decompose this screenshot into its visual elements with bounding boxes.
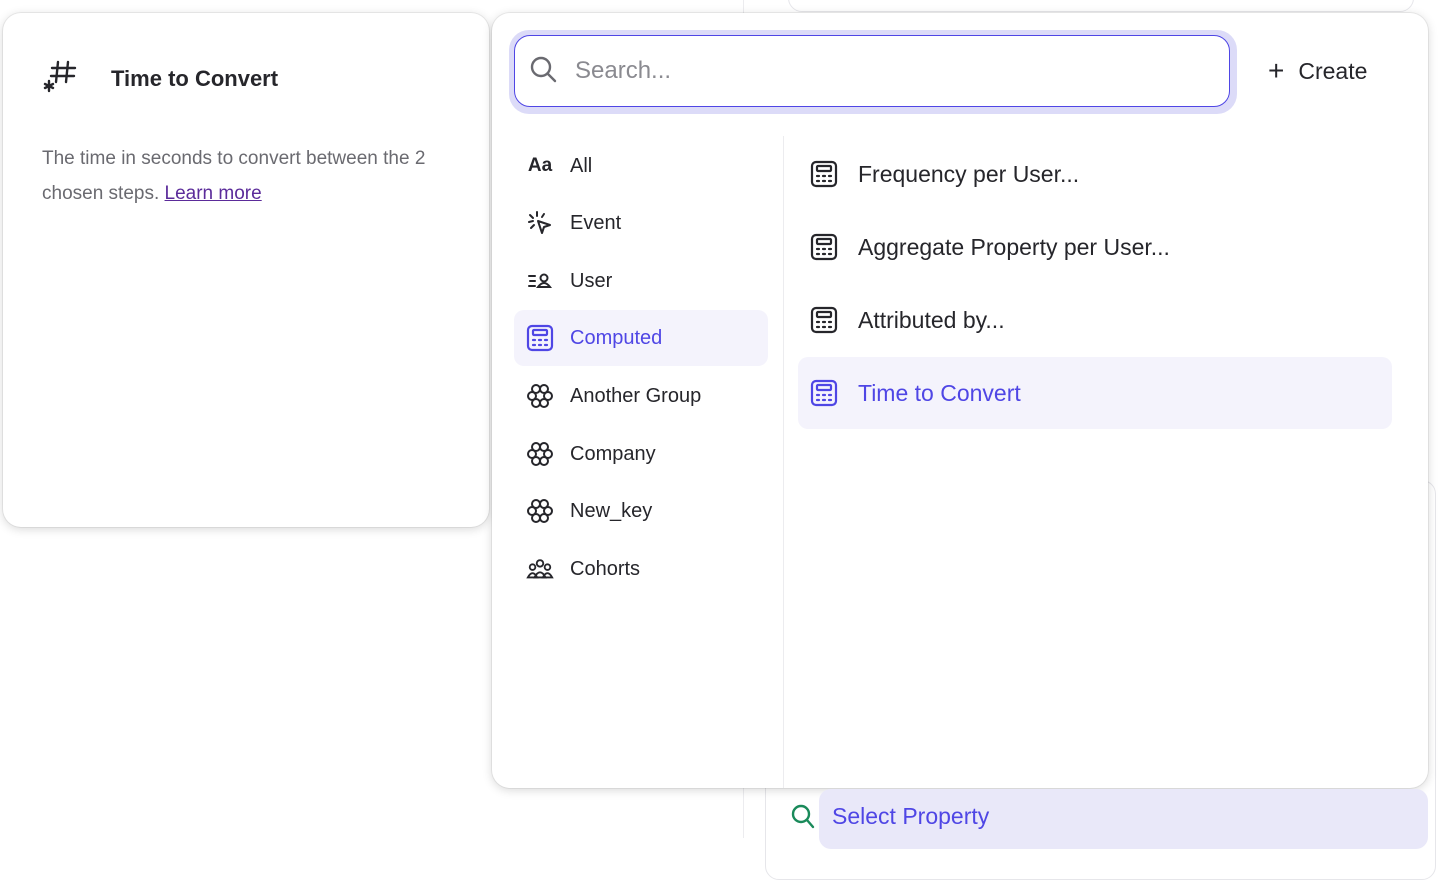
category-new-key[interactable]: New_key [514,483,768,539]
category-cohorts[interactable]: Cohorts [514,541,768,597]
create-button[interactable]: + Create [1268,55,1367,87]
category-label: Computed [570,326,663,349]
category-label: New_key [570,499,653,522]
category-company[interactable]: Company [514,426,768,482]
category-user[interactable]: User [514,253,768,309]
category-all[interactable]: Aa All [514,138,768,194]
learn-more-link[interactable]: Learn more [164,183,262,204]
category-label: Event [570,211,622,234]
search-icon [529,55,557,88]
category-label: Company [570,442,656,465]
calculator-icon [810,233,838,261]
property-label: Attributed by... [858,306,1005,333]
create-label: Create [1298,57,1368,84]
category-label: User [570,269,613,292]
category-another-group[interactable]: Another Group [514,368,768,424]
cohorts-icon [526,558,554,580]
property-label: Frequency per User... [858,160,1080,187]
info-description: The time in seconds to convert between t… [42,141,442,211]
category-label: Cohorts [570,557,641,580]
plus-icon: + [1268,55,1285,86]
calculator-icon [526,324,554,352]
search-icon [791,804,815,835]
search-box[interactable] [514,35,1230,107]
calculator-icon [810,306,838,334]
cursor-click-icon [526,210,554,236]
property-item[interactable]: Time to Convert [798,357,1392,429]
category-label: Another Group [570,384,702,407]
category-computed[interactable]: Computed [514,310,768,366]
property-info-panel: Time to Convert The time in seconds to c… [3,13,489,527]
user-list-icon [526,270,554,292]
property-item[interactable]: Frequency per User... [798,138,1392,210]
search-input[interactable] [575,57,1175,85]
description-text: The time in seconds to convert between t… [42,148,426,204]
calculator-icon [810,160,838,188]
property-item[interactable]: Attributed by... [798,284,1392,356]
text-aa-icon: Aa [527,155,553,176]
category-label: All [570,154,593,177]
property-label: Time to Convert [858,379,1021,406]
property-picker-dropdown: + Create Aa All Event User Computed Another G… [492,13,1428,788]
hash-asterisk-icon [43,58,79,99]
info-title: Time to Convert [111,65,279,91]
category-event[interactable]: Event [514,195,768,251]
background-panel [788,0,1414,12]
calculator-icon [810,379,838,407]
column-divider [783,136,784,788]
property-label: Aggregate Property per User... [858,233,1170,260]
group-flower-icon [526,498,554,524]
property-item[interactable]: Aggregate Property per User... [798,211,1392,283]
select-property-button[interactable]: Select Property [819,789,1428,849]
group-flower-icon [526,383,554,409]
group-flower-icon [526,441,554,467]
